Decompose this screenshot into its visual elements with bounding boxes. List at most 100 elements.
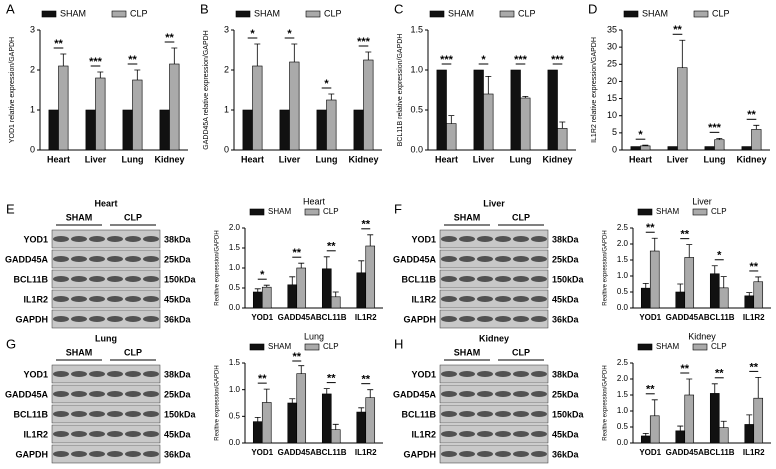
significance-label: ** [747, 109, 756, 121]
bar [640, 435, 651, 444]
protein-label: BCL11B [401, 274, 436, 284]
bar [316, 109, 327, 151]
significance-label: ** [680, 363, 689, 375]
y-tick-label: 0.5 [410, 104, 423, 114]
x-tick-label: GADD45A [666, 313, 704, 322]
x-tick-label: Lung [510, 154, 532, 164]
significance-label: ** [361, 374, 370, 386]
blot-band [125, 431, 141, 437]
size-label: 45kDa [552, 294, 580, 304]
y-tick-label: 35 [607, 24, 617, 34]
bar [436, 69, 447, 151]
bar [356, 411, 367, 444]
blot-band [513, 411, 529, 417]
error-bar [711, 383, 718, 394]
blot-band [89, 316, 105, 322]
x-tick-label: IL1R2 [743, 313, 765, 322]
protein-label: BCL11B [401, 409, 436, 419]
error-bar [679, 39, 686, 68]
blot-band [143, 371, 159, 377]
size-label: 150kDa [552, 409, 585, 419]
blot-band [125, 451, 141, 457]
bar [704, 146, 715, 151]
bar [353, 109, 364, 151]
blot-band [441, 316, 457, 322]
blot-band [513, 391, 529, 397]
bar [326, 99, 337, 151]
blot-strip [439, 309, 549, 329]
legend-label: CLP [712, 8, 730, 18]
blot-band [107, 431, 123, 437]
blot-band [71, 236, 87, 242]
size-label: 25kDa [164, 389, 192, 399]
bar [321, 393, 332, 444]
y-tick-label: 1 [224, 104, 229, 114]
blot-band [459, 411, 475, 417]
legend-label: SHAM [60, 8, 86, 18]
error-bar [448, 115, 455, 124]
bar [753, 397, 764, 444]
y-tick-label: 3 [30, 24, 35, 34]
y-axis-label: Realtive expression/GAPDH [215, 365, 221, 440]
error-bar [254, 43, 261, 66]
error-bar [720, 420, 727, 428]
blot-band [71, 296, 87, 302]
blot-band [89, 236, 105, 242]
legend-label: SHAM [656, 342, 679, 351]
blot-band [71, 371, 87, 377]
blot-strip [439, 424, 549, 444]
protein-label: GAPDH [15, 449, 48, 459]
bar [58, 65, 69, 151]
legend-swatch [692, 343, 708, 351]
x-tick-label: BCL11B [704, 313, 735, 322]
protein-label: GAPDH [403, 449, 436, 459]
blot-strip [51, 249, 161, 269]
y-tick-label: 0.0 [229, 438, 241, 447]
significance-label: * [324, 78, 329, 90]
y-tick-label: 1.5 [617, 390, 629, 399]
y-tick-label: 2 [224, 64, 229, 74]
legend-swatch [429, 10, 445, 18]
y-tick-label: 0.0 [410, 144, 423, 154]
blot-band [495, 371, 511, 377]
blot-band [53, 371, 69, 377]
significance-label: ** [749, 361, 758, 373]
blot-band [71, 256, 87, 262]
bar [649, 250, 660, 309]
x-tick-label: YOD1 [639, 313, 661, 322]
error-bar [358, 407, 365, 413]
error-bar [711, 265, 718, 274]
bar [85, 109, 96, 151]
error-bar [720, 276, 727, 288]
blot-band [143, 256, 159, 262]
size-label: 25kDa [552, 254, 580, 264]
size-label: 150kDa [552, 274, 585, 284]
legend-swatch [304, 343, 320, 351]
blot-band [459, 371, 475, 377]
panel-letter: E [6, 201, 15, 216]
bar [473, 69, 484, 151]
error-bar [332, 423, 339, 430]
blot-strip [51, 404, 161, 424]
blot-band [107, 236, 123, 242]
blot-title: Lung [95, 333, 117, 343]
legend-label: SHAM [268, 207, 291, 216]
error-bar [365, 51, 372, 60]
size-label: 45kDa [164, 429, 192, 439]
blot-band [441, 411, 457, 417]
bar [289, 61, 300, 151]
x-tick-label: Heart [241, 154, 264, 164]
bar [718, 287, 729, 309]
bar [95, 77, 106, 151]
y-tick-label: 2.0 [229, 223, 241, 232]
error-bar [263, 284, 270, 288]
y-axis-label: BCL11B relative expression/GAPDH [397, 34, 404, 147]
blot-band [513, 451, 529, 457]
size-label: 38kDa [164, 369, 192, 379]
protein-label: BCL11B [13, 409, 48, 419]
legend-swatch [249, 208, 265, 216]
blot-band [531, 431, 547, 437]
bar [261, 286, 272, 309]
error-bar [254, 417, 261, 422]
